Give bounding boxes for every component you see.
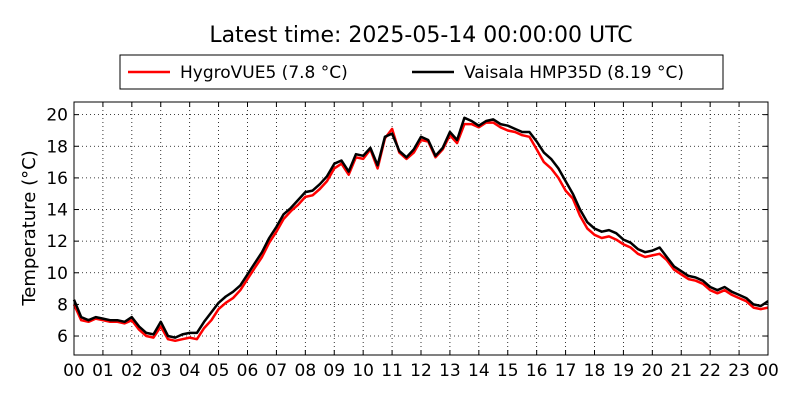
x-tick-label: 00: [63, 361, 85, 381]
y-tick-label: 10: [46, 264, 68, 284]
x-tick-label: 21: [670, 361, 692, 381]
x-tick-label: 04: [179, 361, 201, 381]
series-layer: [72, 116, 769, 343]
x-tick-label: 10: [352, 361, 374, 381]
y-tick-label: 12: [46, 232, 68, 252]
x-tick-label: 01: [92, 361, 114, 381]
y-axis-label: Temperature (°C): [19, 150, 40, 306]
series-line-vaisala: [72, 116, 769, 339]
y-tick-label: 20: [46, 106, 68, 126]
y-tick-label: 14: [46, 201, 68, 221]
y-axis: 6 8 10 12 14 16 18 20: [46, 106, 768, 347]
x-tick-label: 15: [497, 361, 519, 381]
legend: HygroVUE5 (7.8 °C) Vaisala HMP35D (8.19 …: [119, 54, 724, 90]
x-tick-label: 06: [237, 361, 259, 381]
x-tick-label: 09: [323, 361, 345, 381]
legend-label-hygrovue5: HygroVUE5 (7.8 °C): [180, 63, 348, 83]
x-tick-label: 03: [150, 361, 172, 381]
x-tick-label: 08: [295, 361, 317, 381]
y-tick-label: 8: [57, 295, 68, 315]
x-tick-label: 02: [121, 361, 143, 381]
x-tick-label: 18: [584, 361, 606, 381]
x-tick-label: 13: [439, 361, 461, 381]
x-tick-label: 16: [526, 361, 548, 381]
y-tick-label: 18: [46, 137, 68, 157]
chart-title: Latest time: 2025-05-14 00:00:00 UTC: [209, 23, 632, 48]
x-tick-label: 11: [381, 361, 403, 381]
x-tick-label: 20: [642, 361, 664, 381]
x-tick-label: 23: [728, 361, 750, 381]
x-tick-label: 07: [266, 361, 288, 381]
y-tick-label: 16: [46, 169, 68, 189]
legend-label-vaisala: Vaisala HMP35D (8.19 °C): [464, 63, 684, 83]
y-tick-label: 6: [57, 327, 68, 347]
x-tick-label: 12: [410, 361, 432, 381]
x-axis: 00 01 02 03 04 05 06 07 08 09 10 11 12 13 14 15 16 17 18 19…: [63, 102, 779, 381]
x-tick-label: 14: [468, 361, 490, 381]
x-tick-label: 00: [757, 361, 779, 381]
x-tick-label: 17: [555, 361, 577, 381]
x-tick-label: 19: [613, 361, 635, 381]
series-line-hygrovue5: [72, 121, 769, 343]
x-tick-label: 22: [699, 361, 721, 381]
x-tick-label: 05: [208, 361, 230, 381]
